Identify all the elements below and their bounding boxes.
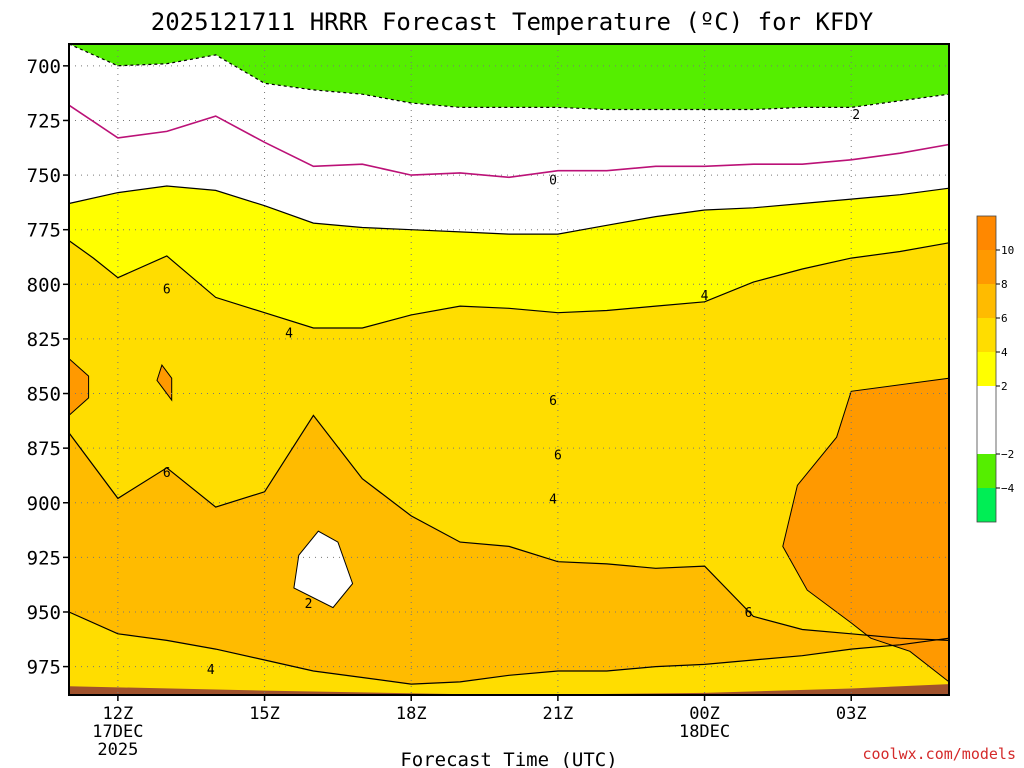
contour-label: 6	[163, 466, 171, 481]
y-tick-label: 875	[27, 438, 61, 460]
y-tick-label: 900	[27, 493, 61, 515]
contour-label: 2	[852, 108, 860, 123]
x-tick-label: 18DEC	[679, 722, 730, 742]
x-axis-label: Forecast Time (UTC)	[400, 749, 617, 768]
colorbar-tick-label: −4	[1001, 482, 1015, 495]
contour-label: 6	[745, 606, 753, 621]
contour-line-0	[68, 104, 950, 179]
colorbar-frame	[976, 215, 997, 523]
colorbar-tick-label: 10	[1001, 244, 1014, 257]
contour-label: 6	[163, 283, 171, 298]
y-tick-label: 725	[27, 110, 61, 132]
colorbar-bin	[977, 352, 996, 386]
x-tick-label: 03Z	[836, 704, 867, 724]
region-warm-8-10-center	[156, 364, 173, 402]
chart-title: 2025121711 HRRR Forecast Temperature (ºC…	[151, 8, 874, 36]
contour-label: 6	[549, 394, 557, 409]
y-tick-label: 975	[27, 657, 61, 679]
axes: 70072575077580082585087590092595097512Z1…	[27, 43, 950, 760]
contour-label: 4	[207, 663, 215, 678]
y-tick-label: 775	[27, 220, 61, 242]
credit-text: coolwx.com/models	[862, 745, 1016, 763]
colorbar-bin	[977, 318, 996, 352]
y-tick-label: 925	[27, 547, 61, 569]
isotherm-line	[68, 611, 950, 685]
y-tick-label: 950	[27, 602, 61, 624]
y-tick-label: 825	[27, 329, 61, 351]
plot-area: 0 2 4 6 6 6 6 6 4 4 2 4	[68, 43, 950, 695]
contour-label: 6	[554, 449, 562, 464]
colorbar-bin	[977, 250, 996, 284]
colorbar-bin	[977, 386, 996, 420]
band-2-4	[69, 186, 949, 328]
colorbar-tick-label: 8	[1001, 278, 1008, 291]
y-tick-label: 800	[27, 274, 61, 296]
plot-frame	[68, 43, 950, 696]
isotherm-line	[68, 240, 950, 329]
isotherm-line	[68, 185, 950, 235]
x-tick-label: 15Z	[249, 704, 280, 724]
y-tick-label: 750	[27, 165, 61, 187]
band-4-6	[69, 240, 949, 641]
region-cool-2-4-pocket	[293, 530, 354, 609]
band-low-4-6	[69, 612, 949, 695]
contour-label: 4	[285, 326, 293, 341]
colorbar-bin	[977, 454, 996, 488]
x-tick-label: 00Z	[689, 704, 720, 724]
contour-label: 4	[549, 492, 557, 507]
band-6-8	[69, 415, 949, 685]
isotherm-line	[68, 414, 950, 641]
y-tick-label: 700	[27, 56, 61, 78]
colorbar-bin	[977, 216, 996, 250]
contour-label: 0	[549, 173, 557, 188]
contour-label: 2	[305, 597, 313, 612]
x-tick-label: 17DEC	[92, 722, 143, 742]
colorbar-tick-label: 2	[1001, 380, 1008, 393]
colorbar: 10 8 6 4 2 −2 −4	[976, 215, 1015, 523]
region-warm-8-10-right	[782, 377, 950, 683]
band-0-2	[69, 44, 949, 235]
x-tick-label: 21Z	[543, 704, 574, 724]
terrain-ground	[69, 684, 949, 695]
colorbar-bin	[977, 420, 996, 454]
colorbar-tick-label: −2	[1001, 448, 1014, 461]
y-tick-label: 850	[27, 384, 61, 406]
x-tick-label: 12Z	[103, 704, 134, 724]
colorbar-bin	[977, 488, 996, 522]
contour-line--2	[68, 43, 950, 111]
band-below-minus2	[69, 44, 949, 110]
x-tick-label: 2025	[97, 740, 138, 760]
x-tick-label: 18Z	[396, 704, 427, 724]
colorbar-bin	[977, 284, 996, 318]
contour-label: 4	[701, 289, 709, 304]
colorbar-tick-label: 6	[1001, 312, 1008, 325]
colorbar-tick-label: 4	[1001, 346, 1008, 359]
